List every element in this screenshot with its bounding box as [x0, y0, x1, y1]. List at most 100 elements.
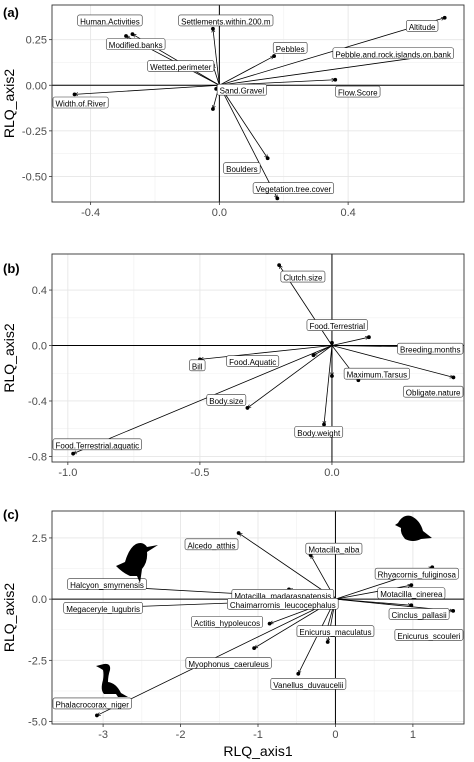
point-label-text: Vanellus_duvaucelii [273, 681, 343, 690]
loading-arrow [247, 345, 333, 408]
point-label-box [374, 567, 459, 580]
y-tick-label: -0.4 [28, 396, 47, 408]
point-label-box [227, 597, 339, 610]
data-point [451, 375, 456, 380]
point-label-text: Motacilla_alba [308, 546, 360, 555]
y-tick-label: 0.4 [32, 285, 47, 297]
point-label-box [332, 47, 454, 60]
data-point [275, 196, 280, 201]
point-label: Bill [189, 359, 206, 371]
point-label-text: Sand.Gravel [220, 87, 265, 96]
point-label-box [52, 697, 132, 710]
point-label-text: Rhyacornis_fuliginosa [378, 571, 457, 580]
point-label: Cinclus_pallasii [388, 608, 450, 620]
point-label-text: Myophonus_caeruleus [188, 660, 269, 669]
cormorant-silhouette [96, 663, 128, 697]
point-label: Chaimarrornis_leucocephalus [227, 597, 339, 610]
point-label-box [377, 587, 446, 600]
point-label-text: Altitude [409, 23, 436, 32]
point-label-box [394, 629, 464, 641]
y-axis-title: RLQ_axis2 [1, 583, 17, 652]
panel-tag: (a) [3, 5, 19, 20]
point-label: Settlements.within.200.m [178, 14, 274, 26]
point-label-text: Enicurus_scouleri [397, 632, 460, 641]
loading-arrow [331, 337, 369, 346]
loading-arrow [219, 85, 277, 198]
point-label: Megaceryle_lugubris [63, 602, 143, 614]
point-label-text: Maximum.Tarsus [347, 371, 407, 380]
data-point [245, 406, 250, 410]
point-label-text: Wetted.perimeter [150, 63, 212, 72]
x-tick-label: 0.4 [340, 207, 355, 219]
point-label-box [306, 319, 368, 331]
point-label-text: Halcyon_smyrnensis [70, 581, 144, 590]
point-label-text: Actitis_hypoleucos [194, 619, 260, 628]
point-label-box [191, 616, 263, 628]
point-label-box [388, 608, 450, 620]
point-label: Phalacrocorax_niger [52, 697, 132, 710]
point-label-box [402, 385, 464, 398]
point-label-box [252, 182, 335, 195]
point-label: Flow.Score [335, 85, 381, 98]
point-label: Myophonus_caeruleus [185, 657, 272, 669]
panel-3: -3 -2 -1 0 1 -5.0 -2.5 0.0 2.5 (c) RLQ_axis2 RLQ_ax… [1, 507, 465, 759]
data-point [409, 583, 414, 588]
loading-arrow [219, 56, 428, 86]
x-tick-label: -3 [98, 729, 108, 741]
data-point [252, 646, 257, 651]
data-point [71, 451, 76, 456]
x-tick-label: 1 [410, 729, 416, 741]
point-label: Actitis_hypoleucos [191, 616, 263, 628]
data-point [72, 92, 77, 97]
point-label-text: Obligate.nature [406, 389, 461, 398]
point-label: Motacilla_alba [305, 542, 363, 555]
y-tick-label: 0.25 [26, 35, 47, 47]
point-label: Vegetation.tree.cover [252, 182, 335, 195]
data-point [330, 374, 334, 378]
panel-2: -1.0 -0.5 0.0 -0.8 -0.4 0.0 0.4 (b) RLQ_axis2 Clu… [1, 253, 465, 479]
point-label-text: Bill [192, 362, 203, 371]
y-tick-label: -0.25 [22, 126, 47, 138]
point-label: Enicurus_maculatus [296, 625, 375, 637]
point-label-box [147, 60, 215, 72]
data-point [211, 26, 215, 31]
point-label-text: Phalacrocorax_niger [56, 700, 130, 709]
loading-arrow [73, 345, 333, 454]
point-label-text: Megaceryle_lugubris [66, 605, 140, 614]
x-tick-label: -0.5 [190, 467, 209, 479]
data-point [265, 156, 270, 161]
point-label-box [67, 578, 147, 590]
point-label-box [397, 342, 464, 355]
point-label-text: Breeding.months [400, 346, 460, 355]
point-label-box [294, 426, 344, 438]
point-label-text: Cinclus_pallasii [392, 611, 447, 620]
point-label: Maximum.Tarsus [343, 367, 410, 380]
x-tick-label: -2 [176, 729, 186, 741]
panel-tag: (c) [3, 507, 19, 522]
point-label-box [406, 20, 439, 32]
songbird-silhouette [395, 515, 432, 541]
point-label-text: Enicurus_maculatus [299, 628, 371, 637]
data-point [451, 608, 456, 613]
data-point [95, 713, 99, 718]
loading-arrow [219, 56, 274, 86]
y-tick-label: 2.5 [32, 533, 47, 545]
loading-arrow [200, 345, 332, 360]
loading-arrow [75, 84, 220, 94]
point-label: Enicurus_scouleri [394, 629, 464, 641]
point-label: Food.Terrestrial [306, 319, 368, 331]
point-label-box [223, 162, 261, 174]
point-label: Obligate.nature [402, 385, 464, 398]
y-tick-label: 0.0 [32, 594, 47, 606]
point-label: Food.Aquatic [226, 355, 280, 367]
loading-arrow [331, 345, 453, 378]
point-label-text: Human.Activities [80, 17, 140, 26]
point-label: Pebbles [272, 41, 308, 54]
point-label-text: Motacilla_cinerea [380, 590, 443, 599]
data-point [442, 15, 447, 20]
y-tick-label: -0.50 [22, 171, 47, 183]
panel-border [51, 4, 465, 203]
x-tick-label: -1.0 [58, 467, 77, 479]
data-point [211, 107, 215, 111]
